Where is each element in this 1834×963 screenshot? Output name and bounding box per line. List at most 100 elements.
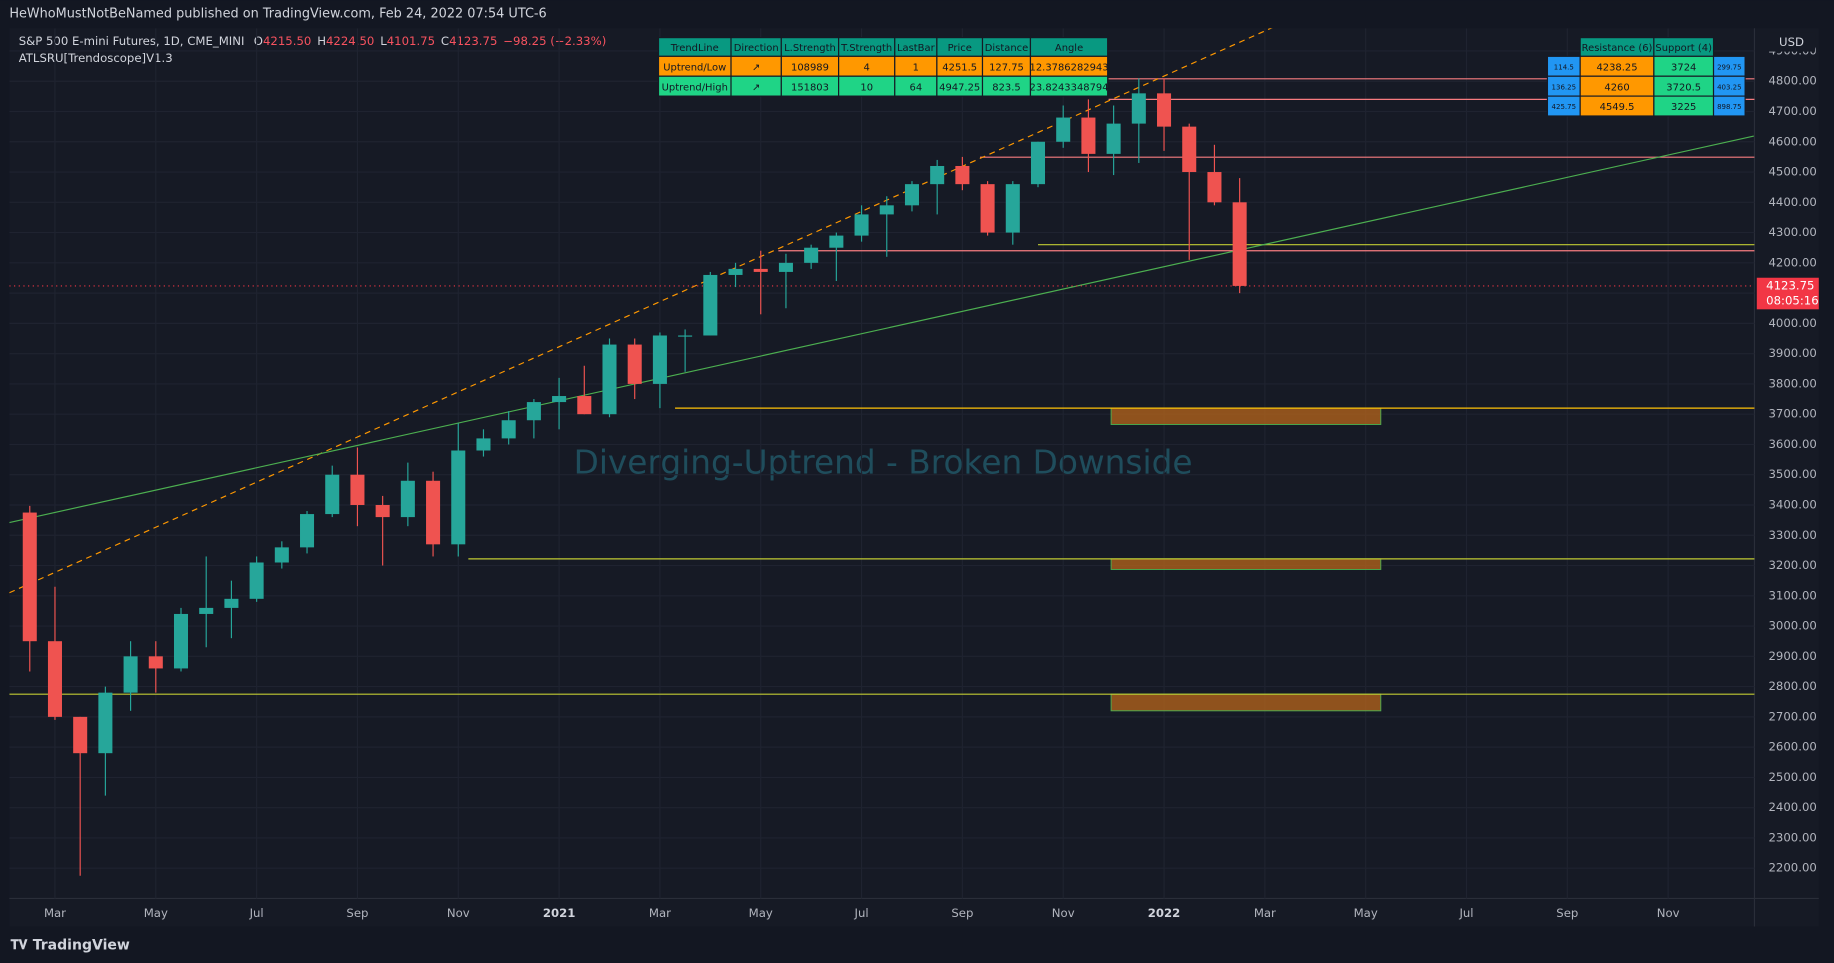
x-tick-label: Nov <box>447 906 470 920</box>
y-tick-label: 3400.00 <box>1769 497 1817 511</box>
y-tick-label: 2600.00 <box>1769 740 1817 754</box>
table-text: 10 <box>860 82 873 93</box>
candle-body <box>904 184 919 206</box>
candle-body <box>501 420 516 439</box>
table-text: 127.75 <box>989 62 1024 73</box>
y-tick-label: 4200.00 <box>1769 255 1817 269</box>
table-text: 4251.5 <box>942 62 977 73</box>
candle-body <box>577 396 592 415</box>
zone <box>1110 693 1382 712</box>
candle-body <box>930 165 945 185</box>
x-tick-label: Jul <box>854 906 869 920</box>
x-tick-label: Nov <box>1657 906 1680 920</box>
table-text: T.Strength <box>840 43 892 54</box>
candle-body <box>552 396 567 403</box>
table-text: 898.75 <box>1717 102 1741 111</box>
candle-body <box>1232 202 1247 286</box>
candle-body <box>73 716 88 754</box>
countdown: 08:05:16 <box>1766 294 1819 308</box>
ohlc-label: H <box>317 34 326 48</box>
symbol: S&P 500 E-mini Futures, 1D, CME_MINI <box>19 34 245 48</box>
table-text: 114.5 <box>1554 62 1574 71</box>
x-tick-label: Sep <box>951 906 973 920</box>
candle-body <box>123 656 138 693</box>
trend-line <box>9 135 1754 524</box>
candle-body <box>778 262 793 272</box>
candle-body <box>300 514 315 548</box>
y-tick-label: 3800.00 <box>1769 376 1817 390</box>
x-tick-label: Mar <box>44 906 66 920</box>
x-tick-label: Sep <box>346 906 368 920</box>
ohlc-value: 4101.75 <box>387 34 435 48</box>
table-text: Uptrend/High <box>662 82 728 93</box>
y-tick-label: 4500.00 <box>1769 165 1817 179</box>
ohlc-label: C <box>441 34 449 48</box>
candle-body <box>451 450 466 545</box>
ohlc-value: 4123.75 <box>449 34 497 48</box>
candle-body <box>224 598 239 608</box>
y-tick-label: 2200.00 <box>1769 861 1817 875</box>
table-text: 4 <box>864 62 870 73</box>
zone <box>1110 558 1382 570</box>
candle-body <box>1157 93 1172 127</box>
candle-body <box>375 504 390 518</box>
y-tick-label: 3500.00 <box>1769 467 1817 481</box>
symbol-line: S&P 500 E-mini Futures, 1D, CME_MINI O421… <box>19 34 607 48</box>
candle-body <box>703 274 718 336</box>
y-tick-label: 4600.00 <box>1769 134 1817 148</box>
candle-body <box>678 335 693 337</box>
candle-body <box>1207 172 1222 203</box>
brand: TradingView <box>33 937 130 953</box>
y-tick-label: 2700.00 <box>1769 709 1817 723</box>
x-tick-label: 2021 <box>543 906 576 920</box>
candle-body <box>652 335 667 384</box>
candle-body <box>274 547 289 563</box>
y-tick-label: 4400.00 <box>1769 195 1817 209</box>
y-tick-label: 3700.00 <box>1769 407 1817 421</box>
y-tick-label: 2400.00 <box>1769 800 1817 814</box>
candle-body <box>1081 117 1096 154</box>
x-tick-label: Mar <box>649 906 671 920</box>
candle-body <box>1106 123 1121 154</box>
table-text: Direction <box>734 43 779 54</box>
last-price-box <box>1756 277 1819 310</box>
x-tick-label: May <box>1354 906 1378 920</box>
candle-body <box>1182 126 1197 173</box>
x-tick-label: Mar <box>1254 906 1276 920</box>
y-tick-label: 4300.00 <box>1769 225 1817 239</box>
y-tick-label: 3900.00 <box>1769 346 1817 360</box>
table-text: 403.25 <box>1717 82 1741 91</box>
publisher: HeWhoMustNotBeNamed published on Trading… <box>9 7 546 22</box>
candle-body <box>955 165 970 185</box>
table-text: ↗ <box>752 62 760 73</box>
y-tick-label: 3000.00 <box>1769 619 1817 633</box>
zone <box>1110 407 1382 425</box>
candle-body <box>526 402 541 421</box>
table-text: 425.75 <box>1552 102 1577 111</box>
table-text: 1 <box>913 62 919 73</box>
y-tick-label: 4800.00 <box>1769 74 1817 88</box>
candle-body <box>476 438 491 451</box>
plot <box>9 28 1755 899</box>
candle-body <box>1005 184 1020 233</box>
table-text: Support (4) <box>1655 43 1712 54</box>
table-text: 4238.25 <box>1596 62 1637 73</box>
y-tick-label: 2300.00 <box>1769 830 1817 844</box>
table-text: 23.8243348794 <box>1030 82 1109 93</box>
x-tick-label: Nov <box>1052 906 1075 920</box>
candle-body <box>879 205 894 215</box>
candle-body <box>1030 141 1046 185</box>
candle-body <box>804 247 819 263</box>
table-text: 136.25 <box>1552 82 1577 91</box>
overlay: 2200.00 2300.00 2400.00 2500.00 2600.00 2700.… <box>44 32 1819 920</box>
x-tick-label: Jul <box>249 906 264 920</box>
currency: USD <box>1779 35 1804 49</box>
table-text: 12.3786282943 <box>1030 62 1109 73</box>
y-tick-label: 4700.00 <box>1769 104 1817 118</box>
table-text: Price <box>948 43 972 54</box>
table-text: L.Strength <box>784 43 836 54</box>
x-tick-label: Sep <box>1556 906 1578 920</box>
y-tick-label: 2500.00 <box>1769 770 1817 784</box>
table-cell <box>1712 95 1746 117</box>
